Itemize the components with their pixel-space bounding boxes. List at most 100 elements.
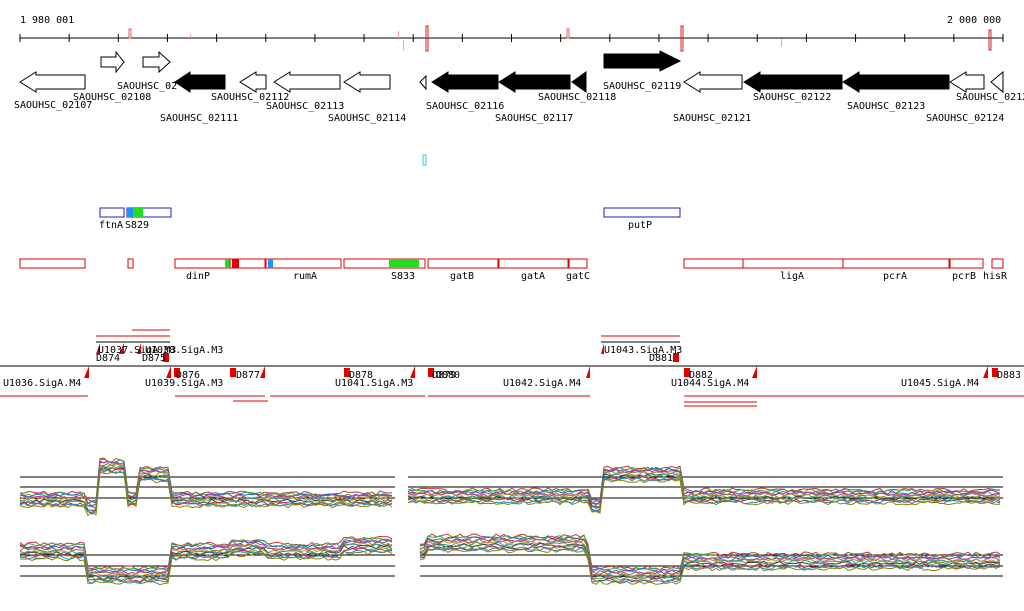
feature-highlight-blue — [127, 208, 133, 217]
gene-arrow — [419, 74, 427, 91]
feature-box-pcrA[interactable] — [842, 258, 950, 269]
expression-profile-line — [407, 477, 1001, 513]
feature-label-gatC: gatC — [566, 271, 590, 282]
gene-label: SAOUHSC_02124 — [926, 113, 1004, 124]
feature-box-gatA[interactable] — [498, 258, 569, 269]
expression-profile-line — [19, 549, 393, 584]
gene-label: SAOUHSC_02113 — [266, 101, 344, 112]
tu-label: D881 — [649, 353, 673, 364]
gene[interactable]: SAOUHSC_02116 — [419, 71, 504, 112]
gene-arrow — [990, 70, 1004, 94]
gene-arrow — [273, 71, 341, 93]
gene-arrow — [842, 71, 950, 93]
feature-highlight-red — [232, 259, 239, 268]
gene[interactable]: SAOUHSC_02117 — [495, 71, 573, 124]
gene-label: SAOUHSC_02119 — [603, 81, 681, 92]
feature-label-ftnA: ftnA — [99, 220, 123, 231]
gene[interactable]: SAOUHSC_02107 — [14, 71, 92, 111]
feature-box[interactable] — [19, 258, 86, 269]
gene[interactable]: SAOUHSC_02112 — [211, 71, 289, 103]
tu-label: D878 — [349, 370, 373, 381]
gene-label: SAOUHSC_02122 — [753, 92, 831, 103]
feature-label-pcrB: pcrB — [952, 271, 976, 282]
gene-arrow — [949, 71, 985, 93]
gene-arrow — [498, 71, 571, 93]
feature-label-putP: putP — [628, 220, 652, 231]
tu-label: D879 — [432, 370, 456, 381]
gene[interactable]: SAOUHSC_02113 — [266, 71, 344, 112]
tu-label: D880 — [436, 370, 460, 381]
expression-profile-line — [19, 470, 393, 517]
expression-panels — [19, 457, 1003, 586]
gene-label: SAOUHSC_02121 — [673, 113, 751, 124]
red-feature-track: dinP rumA S833 gatB gatA gatC ligA pcrA … — [19, 258, 1008, 282]
gene[interactable]: SAOUHSC_02124 — [926, 71, 1004, 124]
feature-box-pcrB[interactable] — [949, 258, 984, 269]
feature-box-rumA[interactable] — [265, 258, 342, 269]
gene[interactable]: SAOUHSC_02108 — [73, 50, 151, 103]
gene[interactable]: SAOUHSC_02114 — [328, 71, 406, 124]
gene-arrow — [142, 50, 171, 74]
gene-label: SAOUHSC_02107 — [14, 100, 92, 111]
feature-box-dinP[interactable] — [174, 258, 231, 269]
ruler: 1 980 001 2 000 000 — [19, 15, 1004, 52]
gene-arrow — [19, 71, 86, 93]
feature-box-ligA[interactable] — [742, 258, 844, 269]
expression-profile-line — [19, 460, 392, 505]
gene-arrow — [743, 71, 843, 93]
feature-box-hisR[interactable] — [991, 258, 1004, 269]
gene[interactable]: SAOUHSC_02118 — [538, 71, 616, 103]
gene[interactable]: SAOUHSC_0212 — [956, 70, 1024, 103]
feature-label-S833: S833 — [391, 271, 415, 282]
feature-box-putP[interactable] — [603, 207, 681, 218]
gene-arrow — [683, 71, 743, 93]
tu-label: D877 — [236, 370, 260, 381]
feature-box-ftnA[interactable] — [99, 207, 125, 218]
tu-label: D875 — [142, 353, 166, 364]
gene-label: SAOUHSC_0212 — [956, 92, 1024, 103]
ruler-ticks — [19, 34, 1004, 42]
expression-profile-line — [419, 540, 1001, 578]
expression-profile-line — [19, 550, 393, 586]
feature-label-dinP: dinP — [186, 271, 210, 282]
feature-highlight-green — [133, 208, 143, 217]
feature-box[interactable] — [683, 258, 744, 269]
expression-profile-line — [419, 542, 1001, 580]
feature-box-gatB[interactable] — [427, 258, 499, 269]
gene[interactable]: SAOUHSC_02119 — [603, 50, 681, 92]
tu-label: U1039.SigA.M3 — [145, 378, 223, 389]
feature-box[interactable] — [127, 258, 134, 269]
gene-label: SAOUHSC_02111 — [160, 113, 238, 124]
gene[interactable]: SAOUHSC_02121 — [673, 71, 751, 124]
feature-label-rumA: rumA — [293, 271, 317, 282]
gene[interactable]: SAOUHSC_02122 — [743, 71, 843, 103]
gene-label: SAOUHSC_02117 — [495, 113, 573, 124]
gene-label: SAOUHSC_02123 — [847, 101, 925, 112]
feature-highlight-green — [389, 259, 419, 268]
feature-box[interactable] — [229, 258, 266, 269]
expression-profile-line — [420, 534, 1001, 572]
expression-profile-line — [19, 536, 393, 572]
gene[interactable]: SAOUHSC_02111 — [160, 71, 238, 124]
expression-profile-line — [19, 547, 393, 582]
gene-track: SAOUHSC_02107 SAOUHSC_02108 SAOUHSC_02 S… — [14, 50, 1024, 124]
gene-arrow — [343, 71, 391, 93]
feature-box-S833[interactable] — [343, 258, 426, 269]
expression-profile-line — [19, 544, 393, 580]
gene-arrow — [239, 71, 267, 93]
tu-label: U1045.SigA.M4 — [901, 378, 979, 389]
feature-box-gatC[interactable] — [568, 258, 588, 269]
expression-profile-line — [407, 478, 1001, 514]
ruler-start-label: 1 980 001 — [20, 15, 74, 26]
expression-profile-line — [19, 458, 393, 505]
gene-arrow — [431, 71, 499, 93]
gene[interactable]: SAOUHSC_02 — [117, 50, 177, 92]
feature-label-gatA: gatA — [521, 271, 545, 282]
expression-profile-line — [19, 542, 393, 578]
tu-label: D874 — [96, 353, 120, 364]
expression-profile-line — [19, 463, 393, 509]
gene-arrow — [100, 50, 125, 74]
gene[interactable]: SAOUHSC_02123 — [842, 71, 950, 112]
expression-profile-line — [419, 548, 1001, 585]
